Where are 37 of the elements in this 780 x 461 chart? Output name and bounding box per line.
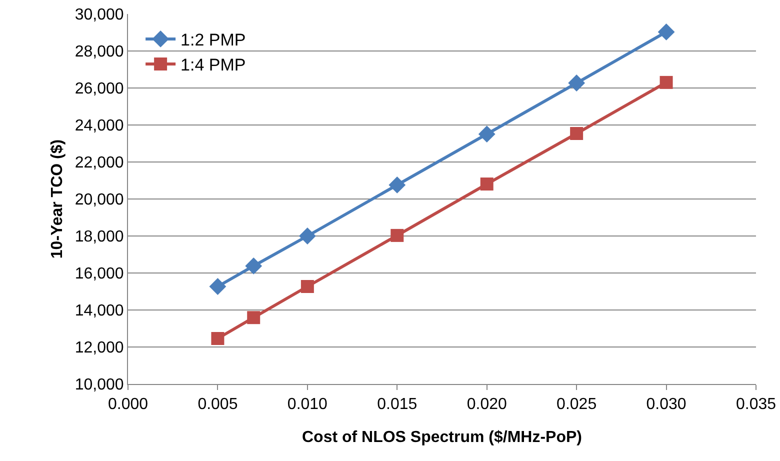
y-tick-label: 14,000: [74, 302, 124, 320]
point: [658, 24, 675, 40]
point: [209, 278, 226, 295]
y-tick-label: 30,000: [74, 6, 124, 24]
legend-label: 1:2 PMP: [180, 30, 246, 50]
x-axis-title: Cost of NLOS Spectrum ($/MHz-PoP): [302, 428, 582, 446]
x-tick-label: 0.030: [646, 396, 686, 414]
point: [478, 126, 496, 143]
point: [247, 311, 260, 324]
y-tick-label: 10,000: [74, 376, 124, 394]
x-tick-label: 0.035: [736, 396, 776, 414]
legend-label: 1:4 PMP: [180, 56, 246, 75]
y-tick-label: 20,000: [74, 192, 124, 209]
y-tick-label: 24,000: [74, 118, 124, 135]
point: [480, 178, 494, 191]
point: [568, 74, 586, 92]
x-tick-label: 0.000: [108, 396, 148, 414]
y-tick-label: 28,000: [74, 44, 124, 61]
point: [660, 76, 673, 89]
x-tick-label: 0.005: [198, 396, 238, 414]
y-tick-label: 18,000: [74, 228, 124, 246]
point: [211, 332, 224, 345]
x-tick-label: 0.025: [556, 396, 597, 414]
y-axis-title: 10-Year TCO ($): [48, 139, 66, 259]
point: [390, 228, 404, 242]
y-tick-label: 12,000: [74, 340, 124, 357]
point: [298, 228, 316, 244]
x-tick-label: 0.010: [287, 396, 328, 414]
point: [570, 127, 584, 140]
y-tick-label: 16,000: [74, 266, 124, 283]
x-tick-label: 0.015: [377, 396, 418, 414]
point: [245, 258, 262, 274]
point: [388, 176, 406, 194]
y-tick-label: 26,000: [74, 80, 124, 98]
x-tick-label: 0.020: [466, 396, 507, 414]
y-tick-label: 22,000: [74, 154, 124, 172]
point: [300, 280, 314, 294]
